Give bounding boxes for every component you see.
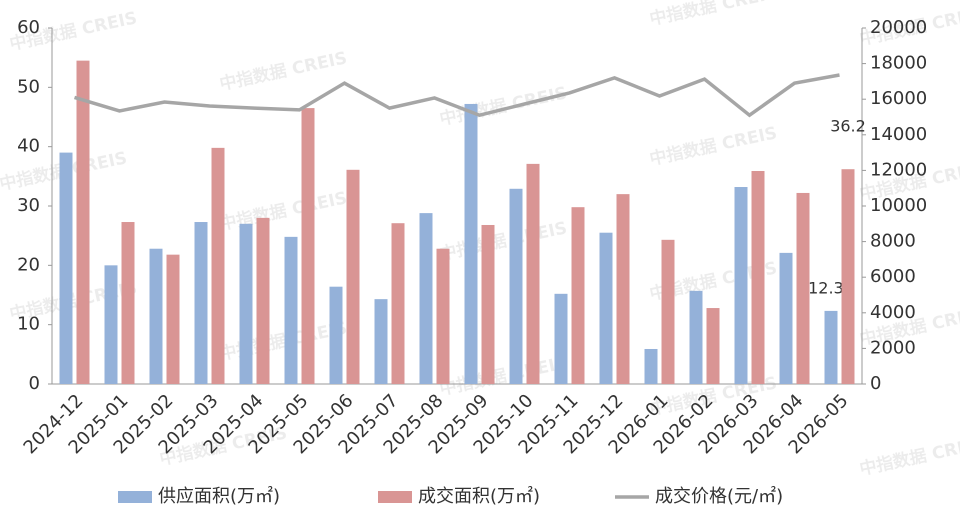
bar (734, 187, 748, 384)
y-tick-label: 0 (29, 373, 40, 394)
bar (616, 194, 630, 384)
y2-tick-label: 12000 (870, 159, 927, 180)
y2-tick-label: 14000 (870, 124, 927, 145)
bar (599, 232, 613, 384)
y2-tick-label: 6000 (870, 266, 916, 287)
bar (644, 348, 658, 384)
bar (779, 252, 793, 384)
bar (464, 103, 478, 385)
y2-tick-label: 0 (870, 373, 881, 394)
bar (211, 147, 225, 384)
bar (436, 248, 450, 384)
watermark: 中指数据 CREIS (218, 187, 349, 235)
bar (374, 299, 388, 384)
bar (239, 223, 253, 384)
bar (796, 192, 810, 384)
bar (419, 213, 433, 384)
watermark: 中指数据 CREIS (858, 432, 960, 480)
y2-tick-label: 16000 (870, 88, 927, 109)
bar (841, 169, 855, 384)
bar (59, 152, 73, 384)
watermark: 中指数据 CREIS (648, 122, 779, 170)
legend-label: 成交价格(元/㎡) (655, 485, 783, 507)
bar (346, 169, 360, 384)
y-tick-label: 60 (17, 17, 40, 38)
y2-tick-label: 8000 (870, 231, 916, 252)
bar (509, 188, 523, 384)
watermark: 中指数据 CREIS (648, 0, 779, 30)
y2-tick-label: 2000 (870, 337, 916, 358)
bar (194, 222, 208, 384)
bar (121, 222, 135, 384)
legend-label: 供应面积(万㎡) (158, 485, 280, 507)
bar (76, 60, 90, 385)
bar (824, 310, 838, 384)
y-tick-label: 10 (17, 314, 40, 335)
bar (554, 293, 568, 384)
bar (166, 254, 180, 384)
bar (526, 163, 540, 384)
y2-tick-label: 20000 (870, 17, 927, 38)
bar (391, 223, 405, 384)
bar (329, 286, 343, 384)
bar (284, 236, 298, 384)
y2-tick-label: 10000 (870, 195, 927, 216)
bar (481, 224, 495, 384)
bar (661, 239, 675, 384)
bar (751, 170, 765, 384)
y-tick-label: 40 (17, 136, 40, 157)
bar (301, 108, 315, 384)
bar (706, 308, 720, 384)
watermark: 中指数据 CREIS (218, 47, 349, 95)
legend-swatch (378, 491, 412, 503)
watermark: 中指数据 CREIS (438, 352, 569, 400)
watermark: 中指数据 CREIS (438, 217, 569, 265)
price-line (73, 73, 840, 118)
value-label: 36.2 (830, 117, 866, 136)
legend-swatch (118, 491, 152, 503)
bar (571, 207, 585, 384)
bar (689, 290, 703, 384)
y-tick-label: 50 (17, 76, 40, 97)
bar (149, 248, 163, 384)
legend-label: 成交面积(万㎡) (418, 485, 540, 507)
y-tick-label: 30 (17, 195, 40, 216)
y-tick-label: 20 (17, 254, 40, 275)
y2-tick-label: 18000 (870, 53, 927, 74)
y2-tick-label: 4000 (870, 302, 916, 323)
bar (256, 217, 270, 384)
watermark: 中指数据 CREIS (218, 317, 349, 365)
bar (104, 265, 118, 384)
